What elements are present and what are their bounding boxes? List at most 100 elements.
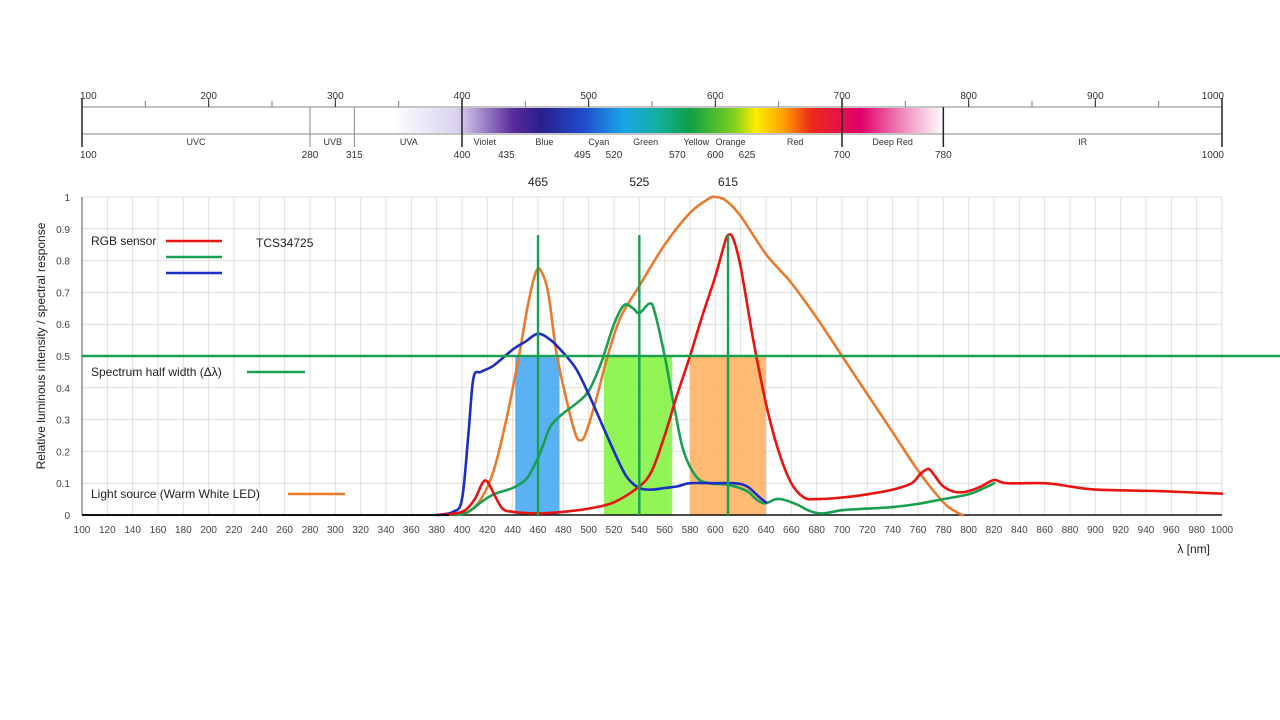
- bar-bottom-label: 1000: [1202, 150, 1225, 161]
- bar-bottom-label: 100: [80, 150, 97, 161]
- band-label: Yellow: [683, 137, 709, 147]
- bar-top-label: 200: [200, 91, 217, 102]
- bar-bottom-label: 280: [302, 150, 319, 161]
- bar-bottom-label: 495: [574, 150, 591, 161]
- bar-bottom-label: 600: [707, 150, 724, 161]
- x-tick-label: 780: [935, 525, 952, 536]
- y-tick-label: 1: [64, 193, 70, 204]
- x-tick-label: 340: [378, 525, 395, 536]
- x-tick-label: 940: [1138, 525, 1155, 536]
- x-tick-label: 300: [327, 525, 344, 536]
- bar-top-label: 500: [580, 91, 597, 102]
- x-tick-label: 160: [150, 525, 167, 536]
- peak-label: 615: [718, 175, 738, 189]
- bar-bottom-label: 435: [498, 150, 515, 161]
- bar-top-label: 600: [707, 91, 724, 102]
- legend-label: RGB sensor: [91, 234, 156, 248]
- peak-label: 525: [629, 175, 649, 189]
- spectrum-bar: 100 200 300 400 500 600 700 800 900 1000 UVC UVB UVA…: [80, 91, 1224, 161]
- x-tick-label: 360: [403, 525, 420, 536]
- x-tick-label: 480: [555, 525, 572, 536]
- x-tick-label: 280: [302, 525, 319, 536]
- legend-label: Spectrum half width (Δλ): [91, 365, 222, 379]
- x-tick-label: 880: [1062, 525, 1079, 536]
- x-tick-label: 260: [276, 525, 293, 536]
- bar-bottom-label: 520: [606, 150, 623, 161]
- x-tick-label: 760: [910, 525, 927, 536]
- y-tick-label: 0.2: [56, 447, 70, 458]
- x-tick-label: 820: [986, 525, 1003, 536]
- band-label: Cyan: [588, 137, 609, 147]
- band-label: Deep Red: [872, 137, 913, 147]
- x-tick-label: 220: [226, 525, 243, 536]
- x-tick-label: 540: [631, 525, 648, 536]
- red-channel-curve: [435, 233, 1224, 517]
- bar-top-label: 800: [960, 91, 977, 102]
- x-tick-label: 240: [251, 525, 268, 536]
- x-tick-label: 140: [124, 525, 141, 536]
- x-tick-label: 460: [530, 525, 547, 536]
- bar-bottom-label: 700: [834, 150, 851, 161]
- band-label: Red: [787, 137, 804, 147]
- band-label: Violet: [474, 137, 497, 147]
- peak-label: 465: [528, 175, 548, 189]
- x-tick-label: 960: [1163, 525, 1180, 536]
- x-tick-label: 580: [682, 525, 699, 536]
- x-tick-label: 320: [352, 525, 369, 536]
- bar-bottom-label: 780: [935, 150, 952, 161]
- x-tick-label: 980: [1188, 525, 1205, 536]
- x-tick-label: 400: [454, 525, 471, 536]
- bar-top-label: 400: [454, 91, 471, 102]
- bar-bottom-label: 570: [669, 150, 686, 161]
- bar-bottom-label: 625: [739, 150, 756, 161]
- x-tick-label: 640: [758, 525, 775, 536]
- x-tick-label: 920: [1112, 525, 1129, 536]
- bar-top-label: 900: [1087, 91, 1104, 102]
- band-label: Orange: [716, 137, 746, 147]
- band-label: IR: [1078, 137, 1088, 147]
- bar-top-label: 100: [80, 91, 97, 102]
- bar-top-label: 300: [327, 91, 344, 102]
- x-tick-label: 120: [99, 525, 116, 536]
- x-tick-label: 420: [479, 525, 496, 536]
- visible-spectrum-gradient: [392, 108, 944, 133]
- x-tick-label: 560: [656, 525, 673, 536]
- legend-label: Light source (Warm White LED): [91, 487, 260, 501]
- x-tick-label: 680: [808, 525, 825, 536]
- band-label: UVC: [186, 137, 206, 147]
- y-axis-title: Relative luminous intensity / spectral r…: [34, 222, 48, 469]
- y-tick-label: 0.3: [56, 416, 70, 427]
- x-tick-label: 180: [175, 525, 192, 536]
- x-tick-label: 440: [504, 525, 521, 536]
- band-label: Blue: [535, 137, 553, 147]
- x-tick-label: 740: [884, 525, 901, 536]
- x-axis-title: λ [nm]: [1177, 542, 1210, 556]
- bar-bottom-label: 315: [346, 150, 363, 161]
- x-tick-label: 840: [1011, 525, 1028, 536]
- x-tick-label: 720: [859, 525, 876, 536]
- bar-top-label: 1000: [1202, 91, 1225, 102]
- y-tick-label: 0.8: [56, 257, 70, 268]
- chart-legend: RGB sensor Spectrum half width (Δλ) Light …: [91, 234, 345, 501]
- y-tick-label: 0.5: [56, 352, 70, 363]
- y-tick-label: 0.7: [56, 288, 70, 299]
- band-label: UVB: [324, 137, 343, 147]
- chart-plot: 100 120 140 160 180 200 220 240 260 280 300 320 340 3…: [34, 175, 1280, 556]
- blue-channel-curve: [435, 332, 768, 517]
- x-tick-label: 800: [960, 525, 977, 536]
- x-tick-label: 660: [783, 525, 800, 536]
- x-tick-label: 600: [707, 525, 724, 536]
- x-tick-label: 100: [74, 525, 91, 536]
- band-label: UVA: [400, 137, 418, 147]
- y-tick-label: 0: [64, 511, 70, 522]
- sensor-annotation: TCS34725: [256, 236, 314, 250]
- x-tick-label: 900: [1087, 525, 1104, 536]
- light-source-curve: [454, 195, 964, 517]
- x-tick-label: 1000: [1211, 525, 1234, 536]
- y-tick-label: 0.1: [56, 479, 70, 490]
- x-tick-label: 860: [1036, 525, 1053, 536]
- x-tick-label: 200: [200, 525, 217, 536]
- y-tick-label: 0.9: [56, 225, 70, 236]
- band-label: Green: [633, 137, 658, 147]
